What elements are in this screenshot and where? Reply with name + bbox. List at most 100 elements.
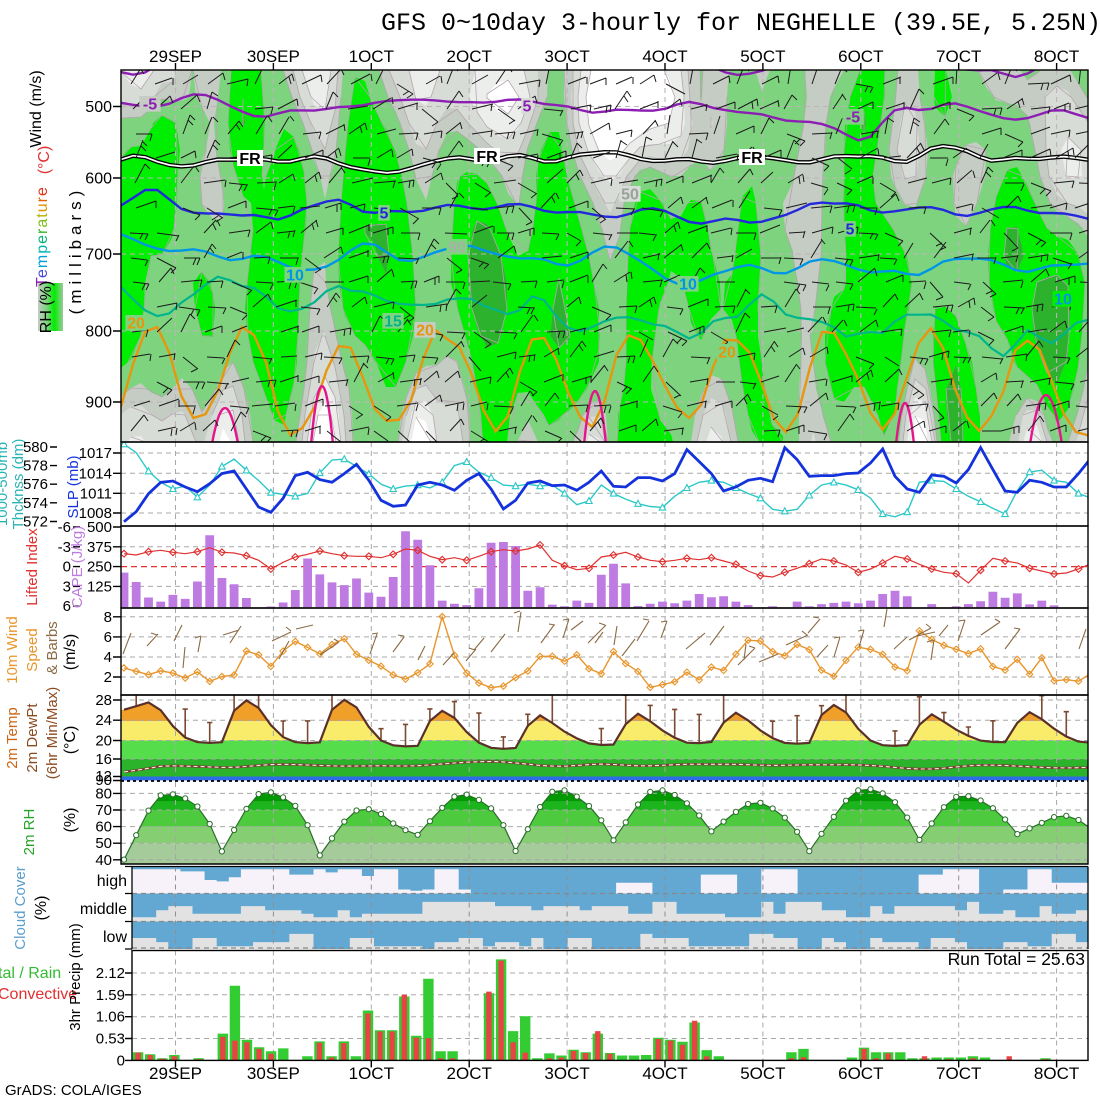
svg-text:700: 700	[85, 247, 112, 264]
svg-text:6OCT: 6OCT	[838, 47, 883, 66]
svg-text:1OCT: 1OCT	[349, 1064, 394, 1083]
svg-text:900: 900	[85, 395, 112, 412]
svg-text:10: 10	[1054, 292, 1072, 309]
svg-text:3: 3	[63, 578, 71, 595]
svg-text:90: 90	[95, 772, 112, 789]
svg-text:0: 0	[117, 1052, 125, 1069]
svg-text:800: 800	[85, 324, 112, 341]
svg-text:6: 6	[63, 598, 71, 615]
svg-text:10: 10	[679, 277, 697, 294]
svg-text:5: 5	[380, 206, 389, 223]
svg-text:20: 20	[127, 316, 145, 333]
svg-text:3OCT: 3OCT	[544, 47, 589, 66]
svg-text:4: 4	[104, 649, 112, 666]
svg-text:572: 572	[23, 514, 48, 531]
svg-text:& Barbs: & Barbs	[44, 621, 61, 674]
svg-text:0: 0	[63, 559, 71, 576]
svg-text:8: 8	[104, 609, 112, 626]
svg-text:1017: 1017	[79, 445, 112, 462]
svg-text:1.06: 1.06	[96, 1009, 125, 1026]
svg-text:40: 40	[95, 852, 112, 869]
svg-text:15: 15	[384, 314, 402, 331]
svg-text:tal / Rain: tal / Rain	[0, 965, 61, 982]
svg-text:SLP (mb): SLP (mb)	[65, 455, 82, 518]
svg-text:6: 6	[104, 629, 112, 646]
svg-text:Thcknss (dm): Thcknss (dm)	[10, 439, 27, 530]
svg-text:500: 500	[87, 519, 112, 536]
svg-text:574: 574	[23, 495, 48, 512]
svg-text:2OCT: 2OCT	[447, 47, 492, 66]
svg-text:RH (%): RH (%)	[38, 281, 55, 333]
svg-text:60: 60	[95, 819, 112, 836]
svg-text:125: 125	[87, 578, 112, 595]
svg-text:30SEP: 30SEP	[247, 47, 300, 66]
svg-text:50: 50	[95, 835, 112, 852]
svg-text:1014: 1014	[79, 465, 112, 482]
svg-text:500: 500	[85, 99, 112, 116]
svg-text:90: 90	[448, 240, 466, 257]
svg-text:576: 576	[23, 476, 48, 493]
svg-text:30SEP: 30SEP	[247, 1064, 300, 1083]
svg-text:580: 580	[23, 439, 48, 456]
svg-text:Wind (m/s): Wind (m/s)	[28, 70, 45, 147]
svg-text:1008: 1008	[79, 505, 112, 522]
svg-text:CAPE (J/kg): CAPE (J/kg)	[69, 526, 86, 609]
svg-text:7OCT: 7OCT	[936, 47, 981, 66]
svg-text:20: 20	[95, 733, 112, 750]
svg-text:5OCT: 5OCT	[740, 1064, 785, 1083]
svg-text:80: 80	[95, 785, 112, 802]
svg-text:1.59: 1.59	[96, 987, 125, 1004]
svg-text:2.12: 2.12	[96, 965, 125, 982]
svg-text:1000-500mb: 1000-500mb	[0, 442, 11, 526]
svg-text:12: 12	[95, 768, 112, 785]
svg-text:29SEP: 29SEP	[149, 1064, 202, 1083]
svg-text:(%): (%)	[62, 808, 79, 833]
svg-text:Cloud Cover: Cloud Cover	[12, 866, 29, 949]
svg-text:2OCT: 2OCT	[447, 1064, 492, 1083]
svg-text:600: 600	[85, 171, 112, 188]
svg-text:GFS 0~10day 3-hourly for NEGHE: GFS 0~10day 3-hourly for NEGHELLE (39.5E…	[381, 9, 1100, 38]
svg-text:(6hr Min/Max): (6hr Min/Max)	[44, 687, 61, 780]
svg-text:2m RH: 2m RH	[21, 809, 38, 856]
svg-text:5: 5	[523, 99, 532, 116]
svg-text:3OCT: 3OCT	[544, 1064, 589, 1083]
svg-text:FR: FR	[476, 149, 498, 166]
svg-text:Temperature: Temperature	[34, 186, 51, 287]
svg-text:(°C): (°C)	[62, 726, 79, 755]
svg-text:4OCT: 4OCT	[642, 1064, 687, 1083]
svg-text:low: low	[103, 929, 127, 946]
svg-text:20: 20	[416, 323, 434, 340]
svg-text:16: 16	[95, 751, 112, 768]
svg-text:1011: 1011	[80, 485, 112, 502]
svg-text:8OCT: 8OCT	[1034, 1064, 1079, 1083]
svg-text:28: 28	[95, 692, 112, 709]
svg-text:-5: -5	[846, 110, 860, 127]
svg-text:2m Temp: 2m Temp	[4, 707, 21, 768]
svg-text:-3: -3	[58, 539, 71, 556]
svg-text:250: 250	[87, 559, 112, 576]
svg-text:2: 2	[104, 669, 112, 686]
svg-text:4OCT: 4OCT	[642, 47, 687, 66]
svg-text:2m DewPt: 2m DewPt	[24, 703, 41, 773]
svg-text:6OCT: 6OCT	[838, 1064, 883, 1083]
svg-text:50: 50	[621, 187, 639, 204]
svg-text:5OCT: 5OCT	[740, 47, 785, 66]
svg-text:Run Total = 25.63: Run Total = 25.63	[948, 949, 1085, 969]
svg-text:8OCT: 8OCT	[1034, 47, 1079, 66]
svg-text:Speed: Speed	[24, 628, 41, 671]
svg-text:-5: -5	[143, 97, 157, 114]
svg-text:Lifted Index: Lifted Index	[24, 528, 41, 606]
svg-text:(m/s): (m/s)	[62, 634, 79, 670]
svg-text:5: 5	[846, 222, 855, 239]
svg-text:20: 20	[718, 345, 736, 362]
svg-text:(%): (%)	[33, 896, 50, 921]
svg-text:7OCT: 7OCT	[936, 1064, 981, 1083]
svg-text:1OCT: 1OCT	[349, 47, 394, 66]
svg-text:(millibars): (millibars)	[66, 186, 85, 315]
svg-text:24: 24	[95, 712, 112, 729]
svg-text:70: 70	[95, 802, 112, 819]
svg-text:high: high	[97, 873, 127, 890]
svg-text:578: 578	[23, 458, 48, 475]
svg-text:10: 10	[286, 268, 304, 285]
svg-text:GrADS: COLA/IGES: GrADS: COLA/IGES	[5, 1082, 142, 1099]
